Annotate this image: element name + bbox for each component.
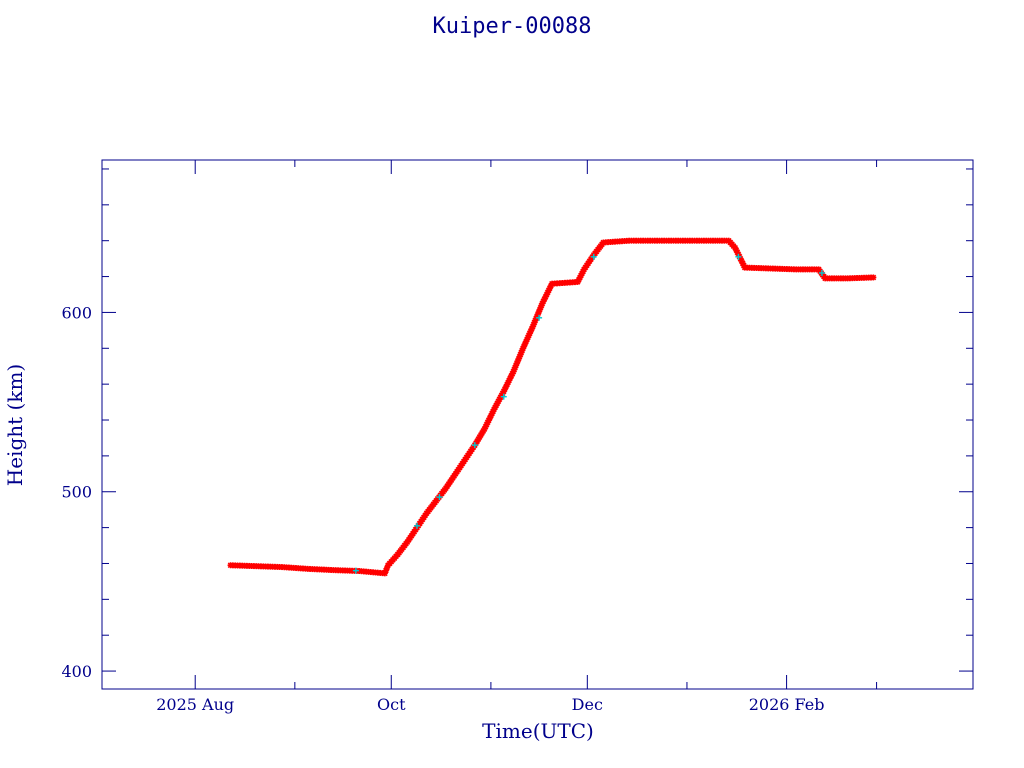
y-tick-label: 400 <box>61 662 92 681</box>
axes-frame <box>101 159 974 690</box>
data-point <box>352 567 359 574</box>
data-point <box>818 269 825 276</box>
data-point <box>870 274 877 281</box>
tick-labels: 400 500 600 2025 Aug Oct Dec 2026 Feb <box>61 303 824 714</box>
chart-title: Kuiper-00088 <box>432 14 592 39</box>
series-2 <box>352 253 825 574</box>
axis-ticks <box>102 160 973 689</box>
data-point <box>413 522 420 529</box>
data-point <box>590 253 597 260</box>
y-tick-label: 500 <box>61 483 92 502</box>
data-point <box>735 253 742 260</box>
data-point <box>471 442 478 449</box>
x-tick-label: Oct <box>377 695 406 714</box>
data-point <box>500 393 507 400</box>
x-tick-label: 2025 Aug <box>156 695 234 714</box>
y-tick-label: 600 <box>61 303 92 322</box>
series-1 <box>227 237 877 577</box>
plot-frame <box>101 159 974 690</box>
x-axis-label: Time(UTC) <box>482 719 594 743</box>
x-tick-label: Dec <box>572 695 603 714</box>
series-layer <box>227 237 877 577</box>
data-point <box>536 314 543 321</box>
x-tick-label: 2026 Feb <box>749 695 825 714</box>
y-axis-label: Height (km) <box>3 364 27 486</box>
data-point <box>436 494 443 501</box>
